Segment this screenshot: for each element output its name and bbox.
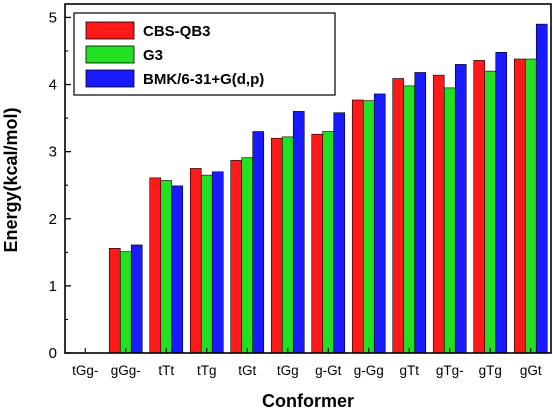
y-tick-label-3: 3 — [49, 144, 57, 161]
bar-tGt-1 — [241, 157, 254, 354]
bar-g-Gg-2 — [373, 93, 386, 354]
bar-gTg-2 — [495, 52, 508, 354]
bar-tGg-0 — [270, 137, 283, 354]
x-tick-label-5: tGg — [277, 363, 299, 378]
bar-gGg--0 — [108, 248, 121, 354]
legend-swatch-bmk — [85, 69, 135, 88]
bar-g-Gg-1 — [362, 100, 375, 354]
legend-label-cbs-qb3: CBS-QB3 — [143, 23, 211, 40]
x-axis: tGg-gGg-tTt tTg tGt tGg g-Gt g-Gg gTt gTg-gTg gG… — [72, 348, 542, 378]
bar-gTg-0 — [473, 60, 486, 354]
x-tick-label-8: gTt — [399, 363, 419, 378]
bar-tGg-2 — [292, 111, 305, 354]
bars-layer — [108, 23, 548, 354]
legend-swatch-g3 — [85, 45, 135, 64]
legend: CBS-QB3 G3 BMK/6-31+G(d,p) — [73, 12, 336, 96]
y-tick-label-1: 1 — [49, 278, 57, 295]
x-tick-label-11: gGt — [520, 363, 542, 378]
legend-label-g3: G3 — [143, 47, 163, 64]
bar-gGg--1 — [119, 251, 132, 354]
plot-area-frame — [64, 3, 552, 354]
bar-gGt-2 — [535, 23, 548, 354]
y-tick-label-2: 2 — [49, 211, 57, 228]
y-tick-label-5: 5 — [49, 9, 57, 26]
x-tick-label-3: tTg — [197, 363, 217, 378]
x-tick-label-9: gTg- — [436, 363, 464, 378]
bar-g-Gt-0 — [311, 133, 324, 354]
bar-gGt-1 — [524, 58, 537, 354]
bar-gTg-1 — [484, 70, 497, 354]
x-tick-label-7: g-Gg — [354, 363, 384, 378]
bar-g-Gt-2 — [333, 112, 346, 354]
x-tick-label-10: gTg — [479, 363, 502, 378]
bar-gGt-0 — [513, 58, 526, 354]
x-tick-label-2: tTt — [158, 363, 174, 378]
bar-tTt-1 — [160, 180, 173, 354]
bar-tGt-2 — [252, 131, 265, 354]
bar-tTg-1 — [200, 174, 213, 354]
bar-gTt-2 — [414, 72, 427, 354]
x-axis-title: Conformer — [262, 391, 354, 411]
y-axis: 0 1 2 3 4 5 — [49, 9, 71, 362]
bar-tGg-1 — [281, 136, 294, 354]
x-tick-label-0: tGg- — [72, 363, 98, 378]
legend-swatch-cbs-qb3 — [85, 21, 135, 40]
bar-tTg-0 — [189, 168, 202, 354]
bar-gTg--1 — [443, 87, 456, 354]
bar-gTt-1 — [403, 85, 416, 354]
bar-tTg-2 — [211, 171, 224, 354]
bar-gTg--0 — [432, 74, 445, 354]
bar-gGg--2 — [130, 244, 143, 354]
bar-tTt-0 — [149, 177, 162, 354]
legend-label-bmk: BMK/6-31+G(d,p) — [143, 71, 264, 88]
x-tick-label-6: g-Gt — [315, 363, 342, 378]
bar-tTt-2 — [171, 185, 184, 354]
bar-g-Gg-0 — [351, 99, 364, 354]
bar-tGt-0 — [230, 160, 243, 354]
bar-gTt-0 — [392, 78, 405, 354]
bar-g-Gt-1 — [322, 131, 335, 354]
y-tick-label-4: 4 — [49, 77, 57, 94]
y-axis-title: Energy(kcal/mol) — [1, 107, 21, 252]
x-tick-label-4: tGt — [238, 363, 256, 378]
x-tick-label-1: gGg- — [111, 363, 141, 378]
y-tick-label-0: 0 — [49, 345, 57, 362]
bar-gTg--2 — [454, 64, 467, 354]
